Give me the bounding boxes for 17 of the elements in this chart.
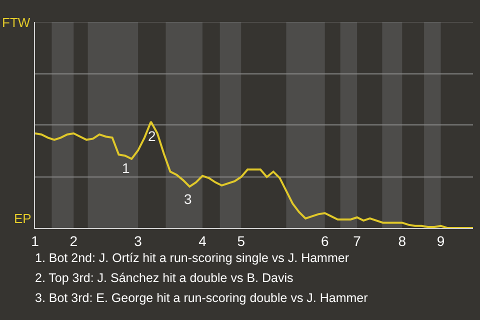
annotation: 1 <box>122 160 130 176</box>
x-tick-label: 5 <box>237 232 246 249</box>
annotation: 2 <box>148 128 156 144</box>
text: 3. Bot 3rd: E. George hit a run-scoring double vs J. Hammer <box>35 291 368 305</box>
text: FTW <box>2 15 31 30</box>
x-tick-label: 4 <box>198 232 207 249</box>
x-tick-label: 8 <box>398 232 406 249</box>
text: EP <box>14 211 32 226</box>
x-tick-label: 1 <box>31 232 40 249</box>
x-tick-label: 7 <box>353 232 362 249</box>
text: 1. Bot 2nd: J. Ortíz hit a run-scoring single vs J. Hammer <box>35 251 350 265</box>
x-tick-label: 3 <box>134 232 142 249</box>
x-tick-label: 2 <box>70 232 78 249</box>
x-tick-label: 9 <box>436 232 445 249</box>
annotation: 3 <box>184 191 192 207</box>
x-tick-label: 6 <box>320 232 329 249</box>
text: 2. Top 3rd: J. Sánchez hit a double vs B. Davis <box>35 271 294 285</box>
